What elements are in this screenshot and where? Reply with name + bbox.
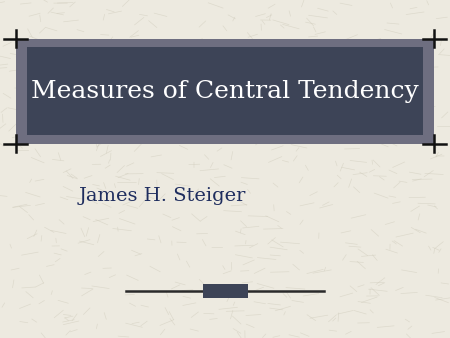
Text: James H. Steiger: James H. Steiger [78,187,246,205]
Bar [16,39,434,144]
Bar [202,284,248,298]
Text: Measures of Central Tendency: Measures of Central Tendency [31,80,419,103]
Bar [27,47,423,135]
